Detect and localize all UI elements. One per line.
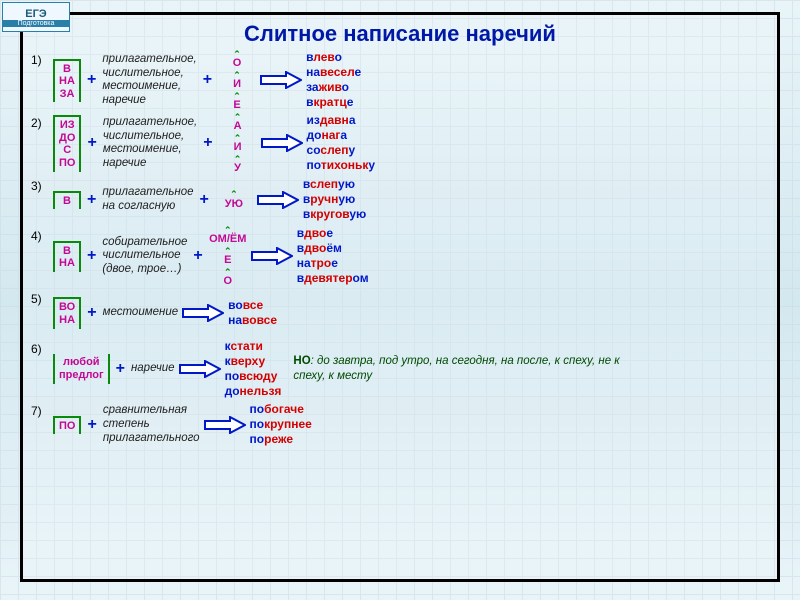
example-word: кстати <box>225 339 282 354</box>
row-number: 1) <box>31 53 49 67</box>
prefix-box: ВНАЗА <box>53 59 81 103</box>
plus-icon: + <box>191 247 204 265</box>
example-word: навовсе <box>228 313 277 328</box>
suffix-box: ⌃УЮ <box>215 189 253 210</box>
example-word: сослепу <box>307 143 376 158</box>
rule-row: 2)ИЗДОСПО+прилагательное,числительное,ме… <box>31 112 769 175</box>
row-number: 7) <box>31 404 49 418</box>
examples: вдвоевдвоёмнатроевдевятером <box>297 226 369 286</box>
prefix-box: ВНА <box>53 241 81 272</box>
example-word: потихоньку <box>307 158 376 173</box>
example-word: влево <box>306 50 361 65</box>
example-word: вдвоём <box>297 241 369 256</box>
suffix-box: ⌃О⌃И⌃Е <box>218 49 256 112</box>
example-word: повсюду <box>225 369 282 384</box>
middle-text: прилагательное,числительное,местоимение,… <box>103 116 197 171</box>
prefix-box: ВОНА <box>53 297 81 328</box>
examples: вовсенавовсе <box>228 298 277 328</box>
arrow-icon <box>182 304 224 322</box>
example-word: вкруговую <box>303 207 366 222</box>
example-word: заживо <box>306 80 361 95</box>
rule-row: 5) ВОНА+ местоимение вовсенавовсе <box>31 288 769 338</box>
rule-row: 3)В+прилагательноена согласную+⌃УЮвслепу… <box>31 175 769 225</box>
prefix-box: ПО <box>53 416 81 435</box>
rule-row: 6) любойпредлог+ наречие кстатикверхуповсюд… <box>31 338 769 400</box>
example-word: покрупнее <box>250 417 312 432</box>
rule-row: 7) ПО+ сравнительнаястепеньприлагательного… <box>31 400 769 450</box>
example-word: вовсе <box>228 298 277 313</box>
example-word: донага <box>307 128 376 143</box>
row-number: 3) <box>31 179 49 193</box>
row-number: 4) <box>31 229 49 243</box>
row-number: 5) <box>31 292 49 306</box>
arrow-icon <box>204 416 246 434</box>
suffix-box: ⌃ОМ/ЁМ⌃Е⌃О <box>209 225 247 288</box>
plus-icon: + <box>85 247 98 265</box>
examples: побогачепокрупнеепореже <box>250 402 312 447</box>
badge-line2: Подготовка <box>3 20 69 27</box>
middle-text: прилагательное,числительное,местоимение,… <box>102 53 196 108</box>
plus-icon: + <box>201 134 214 152</box>
example-word: вручную <box>303 192 366 207</box>
rule-row: 1)ВНАЗА+прилагательное,числительное,мест… <box>31 49 769 112</box>
middle-text: сравнительнаястепеньприлагательного <box>103 404 200 445</box>
middle-text: собирательноечислительное(двое, трое…) <box>102 236 187 277</box>
plus-icon: + <box>85 304 98 322</box>
example-word: вдевятером <box>297 271 369 286</box>
examples: кстатикверхуповсюдудонельзя <box>225 339 282 399</box>
example-word: вслепую <box>303 177 366 192</box>
content-frame: Слитное написание наречий 1)ВНАЗА+прилаг… <box>20 12 780 582</box>
middle-text: местоимение <box>103 306 179 320</box>
app-badge: ЕГЭ Подготовка <box>2 2 70 32</box>
plus-icon: + <box>85 416 98 434</box>
plus-icon: + <box>85 134 98 152</box>
row-number: 2) <box>31 116 49 130</box>
exception-note: НО: до завтра, под утро, на сегодня, на … <box>293 354 623 383</box>
examples: издавнадонагасослепупотихоньку <box>307 113 376 173</box>
example-word: пореже <box>250 432 312 447</box>
example-word: издавна <box>307 113 376 128</box>
prefix-box: В <box>53 191 81 210</box>
middle-text: прилагательноена согласную <box>102 186 193 214</box>
rule-row: 4)ВНА+собирательноечислительное(двое, тр… <box>31 225 769 288</box>
examples: влевонавеселезаживовкратце <box>306 50 361 110</box>
arrow-icon <box>257 191 299 209</box>
middle-text: наречие <box>131 362 175 376</box>
page-title: Слитное написание наречий <box>23 21 777 47</box>
arrow-icon <box>179 360 221 378</box>
plus-icon: + <box>85 191 98 209</box>
examples: вслепуювручнуювкруговую <box>303 177 366 222</box>
arrow-icon <box>251 247 293 265</box>
example-word: кверху <box>225 354 282 369</box>
example-word: побогаче <box>250 402 312 417</box>
plus-icon: + <box>85 71 98 89</box>
prefix-box: ИЗДОСПО <box>53 115 81 172</box>
plus-icon: + <box>201 71 214 89</box>
row-number: 6) <box>31 342 49 356</box>
arrow-icon <box>261 134 303 152</box>
prefix-box: любойпредлог <box>53 354 110 383</box>
example-word: вкратце <box>306 95 361 110</box>
arrow-icon <box>260 71 302 89</box>
rules-list: 1)ВНАЗА+прилагательное,числительное,мест… <box>23 49 777 450</box>
plus-icon: + <box>114 360 127 378</box>
example-word: донельзя <box>225 384 282 399</box>
example-word: натрое <box>297 256 369 271</box>
plus-icon: + <box>198 191 211 209</box>
badge-line1: ЕГЭ <box>25 8 46 20</box>
example-word: навеселе <box>306 65 361 80</box>
example-word: вдвое <box>297 226 369 241</box>
suffix-box: ⌃А⌃И⌃У <box>219 112 257 175</box>
